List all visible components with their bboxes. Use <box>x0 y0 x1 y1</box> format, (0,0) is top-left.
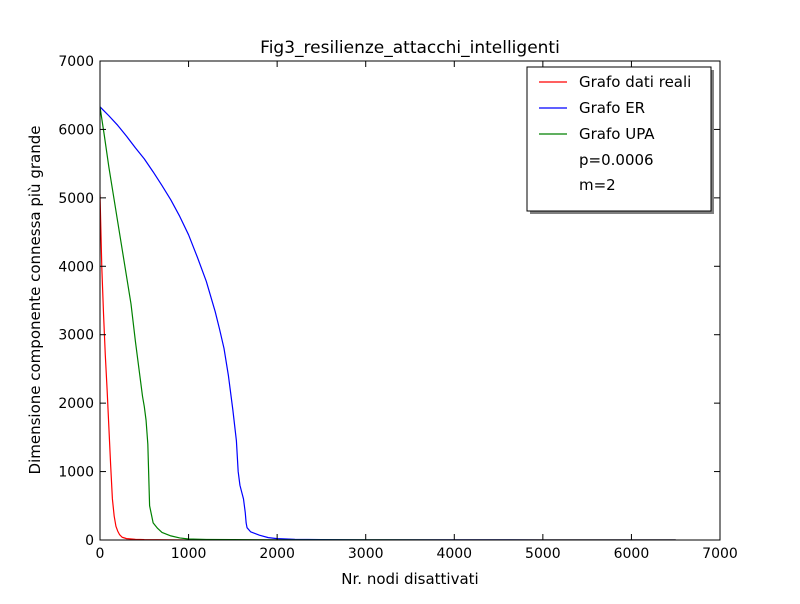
x-tick-label: 3000 <box>348 546 384 562</box>
y-tick-label: 3000 <box>58 328 94 344</box>
y-tick-label: 4000 <box>58 259 94 275</box>
x-axis-label: Nr. nodi disattivati <box>341 570 478 588</box>
y-axis-label: Dimensione componente connessa più grand… <box>26 126 44 475</box>
chart-title: Fig3_resilienze_attacchi_intelligenti <box>260 38 560 58</box>
legend-note: m=2 <box>579 176 616 194</box>
x-tick-label: 2000 <box>259 546 295 562</box>
plot-frame <box>99 60 721 541</box>
y-tick-label: 5000 <box>58 191 94 207</box>
y-tick-label: 1000 <box>58 465 94 481</box>
legend-entry-label: Grafo dati reali <box>579 73 691 91</box>
y-axis: 0 1000 2000 3000 4000 5000 6000 7000 <box>58 54 720 549</box>
legend-note: p=0.0006 <box>579 151 654 169</box>
x-tick-label: 6000 <box>614 546 650 562</box>
y-tick-label: 6000 <box>58 122 94 138</box>
x-tick-label: 5000 <box>525 546 561 562</box>
legend-box <box>526 66 712 212</box>
legend-entry-label: Grafo UPA <box>579 125 655 143</box>
x-tick-label: 4000 <box>436 546 472 562</box>
x-tick-label: 7000 <box>702 546 738 562</box>
x-tick-label: 0 <box>96 546 105 562</box>
legend: Grafo dati reali Grafo ER Grafo UPA p=0.000… <box>526 66 714 214</box>
x-tick-label: 1000 <box>171 546 207 562</box>
x-axis: 0 1000 2000 3000 4000 5000 6000 7000 <box>96 61 738 562</box>
y-tick-label: 0 <box>85 533 94 549</box>
legend-entry-label: Grafo ER <box>579 99 645 117</box>
y-tick-label: 2000 <box>58 396 94 412</box>
y-tick-label: 7000 <box>58 54 94 70</box>
